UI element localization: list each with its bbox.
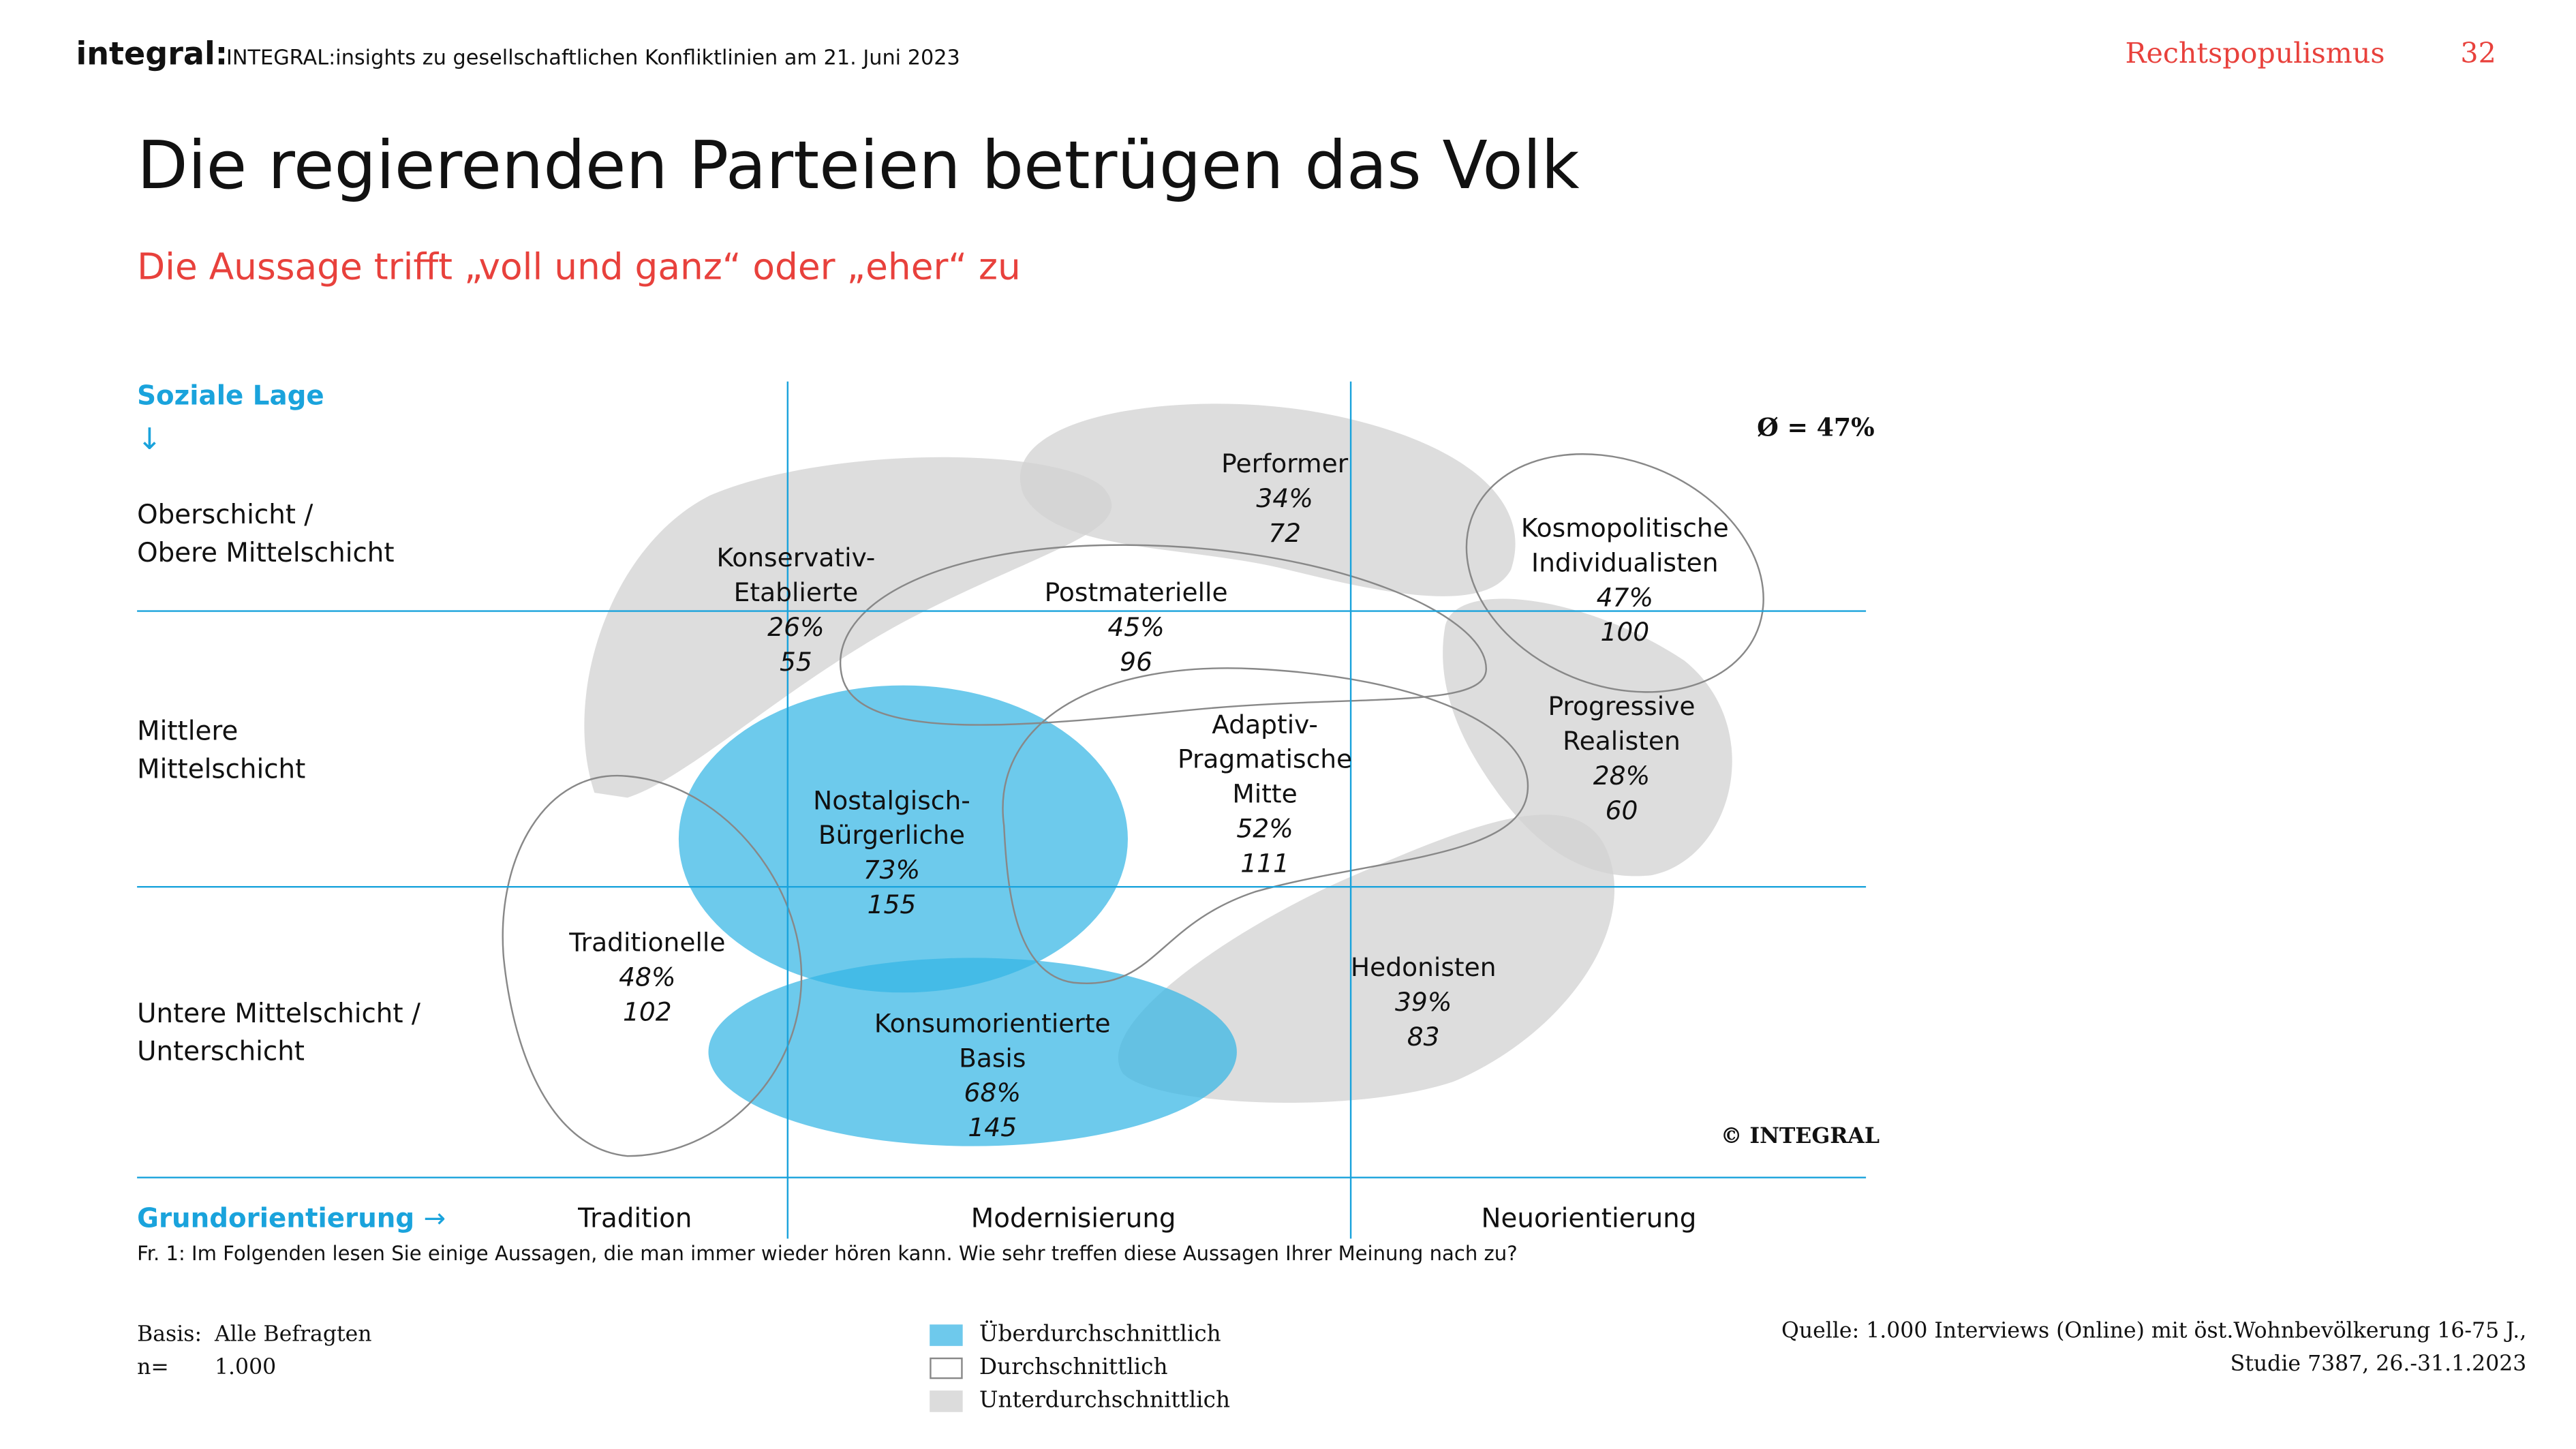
blob-postmaterielle	[840, 544, 1488, 726]
row-label-lower: Untere Mittelschicht / Unterschicht	[137, 997, 420, 1067]
blob-adaptiv-pragmatische-mitte	[1002, 667, 1529, 984]
basis-value: Alle Befragten	[215, 1322, 372, 1348]
legend-below: Unterdurchschnittlich	[930, 1387, 1230, 1414]
blob-traditionelle	[502, 774, 803, 1157]
page-number: 32	[2460, 37, 2496, 72]
blob-kosmopolitische-individualisten	[1465, 453, 1764, 693]
blob-konservativ-etablierte	[584, 457, 1112, 798]
legend-swatch-below	[930, 1390, 963, 1412]
milieu-nostalgisch-buergerliche: Nostalgisch- Bürgerliche 73% 155	[813, 786, 970, 920]
col-label-modernisierung: Modernisierung	[970, 1202, 1176, 1234]
topic-label: Rechtspopulismus	[2125, 37, 2385, 72]
milieu-konservativ-etablierte: Konservativ- Etablierte 26% 55	[716, 543, 876, 677]
arrow-down-icon: ↓	[137, 423, 162, 458]
legend-average: Durchschnittlich	[930, 1354, 1168, 1381]
milieu-hedonisten: Hedonisten 39% 83	[1350, 953, 1497, 1052]
header-subtitle: INTEGRAL:insights zu gesellschaftlichen …	[226, 44, 960, 70]
basis-label: Basis:	[137, 1322, 202, 1348]
integral-logo: integral:	[76, 36, 228, 73]
legend-swatch-above	[930, 1324, 963, 1346]
milieu-performer: Performer 34% 72	[1221, 449, 1349, 549]
n-label: n=	[137, 1356, 169, 1381]
page-subtitle: Die Aussage trifft „voll und ganz“ oder …	[137, 247, 1021, 290]
milieu-konsumorientierte-basis: Konsumorientierte Basis 68% 145	[874, 1009, 1111, 1143]
legend-swatch-average	[930, 1357, 963, 1379]
blob-konsumorientierte-basis	[708, 958, 1237, 1146]
milieu-progressive-realisten: Progressive Realisten 28% 60	[1548, 692, 1696, 826]
legend-above: Überdurchschnittlich	[930, 1321, 1221, 1347]
source-note: Quelle: 1.000 Interviews (Online) mit ös…	[1781, 1320, 2527, 1377]
average-value: Ø = 47%	[1757, 412, 1875, 443]
milieu-postmaterielle: Postmaterielle 45% 96	[1044, 578, 1228, 677]
copyright: © INTEGRAL	[1720, 1125, 1880, 1150]
milieu-adaptiv-pragmatische-mitte: Adaptiv- Pragmatische Mitte 52% 111	[1177, 710, 1353, 879]
question-text: Fr. 1: Im Folgenden lesen Sie einige Aus…	[137, 1242, 1518, 1266]
row-label-middle: Mittlere Mittelschicht	[137, 715, 306, 784]
arrow-right-icon: →	[423, 1202, 446, 1234]
col-label-neuorientierung: Neuorientierung	[1481, 1202, 1697, 1234]
milieu-traditionelle: Traditionelle 48% 102	[569, 928, 726, 1028]
milieu-kosmopolitische-individualisten: Kosmopolitische Individualisten 47% 100	[1520, 513, 1729, 647]
blob-performer	[1019, 403, 1516, 596]
col-label-tradition: Tradition	[578, 1202, 692, 1234]
page-title: Die regierenden Parteien betrügen das Vo…	[137, 129, 1580, 205]
blob-progressive-realisten	[1443, 598, 1732, 876]
n-value: 1.000	[215, 1356, 277, 1381]
x-axis-label: Grundorientierung →	[137, 1202, 446, 1234]
y-axis-label: Soziale Lage	[137, 380, 324, 412]
row-label-upper: Oberschicht / Obere Mittelschicht	[137, 498, 395, 568]
